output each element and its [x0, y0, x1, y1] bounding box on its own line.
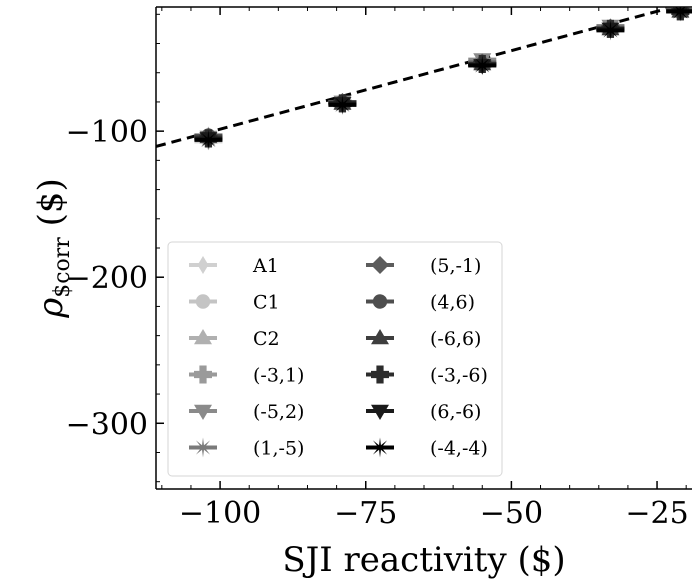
legend-label: C2: [253, 328, 280, 350]
data-point: [472, 55, 493, 76]
legend-item: (1,-5): [189, 437, 304, 460]
legend-label: (5,-1): [430, 255, 481, 277]
legend-label: (-5,2): [253, 401, 304, 423]
y-tick-label: −100: [66, 115, 148, 150]
legend: A1 C1 C2 (-3,1) (-5,2) (1,-5) (5,-1) (4,6) (-6,6…: [167, 241, 503, 477]
y-axis-label-unit: ($): [31, 178, 71, 237]
legend-label: (-6,6): [430, 328, 481, 350]
x-tick-label: −25: [625, 496, 688, 531]
legend-marker: [194, 404, 212, 420]
legend-marker: [372, 294, 388, 309]
y-tick-label: −200: [66, 261, 148, 296]
legend-marker: [371, 256, 389, 274]
legend-item: (6,-6): [366, 401, 481, 423]
x-tick-label: −100: [179, 496, 261, 531]
legend-item: (-4,-4): [366, 437, 488, 460]
legend-item: (-3,1): [189, 365, 304, 387]
legend-item: C1: [189, 292, 280, 314]
legend-marker: [370, 437, 390, 458]
data-point: [670, 7, 691, 22]
x-axis-label: SJI reactivity ($): [282, 540, 565, 580]
series-11: [194, 7, 692, 150]
y-axis-label-subscript: $corr: [50, 237, 75, 298]
legend-label: (-3,-6): [430, 365, 488, 387]
legend-label: (4,6): [430, 292, 475, 314]
legend-item: A1: [189, 255, 279, 277]
legend-item: (-3,-6): [366, 365, 488, 387]
legend-marker: [371, 365, 389, 384]
y-axis-label: ρ$corr ($): [31, 178, 75, 319]
legend-marker: [371, 404, 389, 420]
legend-marker: [371, 329, 389, 345]
y-axis-label-symbol: ρ: [31, 298, 71, 319]
data-point: [332, 94, 353, 115]
legend-label: C1: [253, 292, 280, 314]
legend-item: (4,6): [366, 292, 475, 314]
legend-marker: [193, 437, 213, 458]
fit-line: [156, 7, 679, 148]
x-tick-label: −50: [480, 496, 543, 531]
legend-item: (-6,6): [366, 328, 481, 350]
legend-label: A1: [252, 255, 279, 277]
data-points: [194, 7, 692, 151]
legend-label: (6,-6): [430, 401, 481, 423]
legend-item: (5,-1): [366, 255, 481, 277]
data-point: [198, 129, 219, 150]
legend-marker: [197, 256, 209, 274]
legend-label: (-4,-4): [430, 438, 488, 460]
legend-item: (-5,2): [189, 401, 304, 423]
legend-marker: [194, 365, 212, 384]
legend-box: [167, 241, 503, 477]
legend-label: (-3,1): [253, 365, 304, 387]
fit-line-layer: [156, 7, 679, 148]
legend-marker: [194, 329, 212, 345]
legend-marker: [195, 294, 211, 309]
legend-item: C2: [189, 328, 280, 350]
data-point: [600, 20, 621, 41]
axes: −100 −75 −50 −25 −100 −200 −300: [66, 6, 692, 531]
y-tick-label: −300: [66, 407, 148, 442]
legend-label: (1,-5): [253, 438, 304, 460]
x-tick-label: −75: [334, 496, 397, 531]
